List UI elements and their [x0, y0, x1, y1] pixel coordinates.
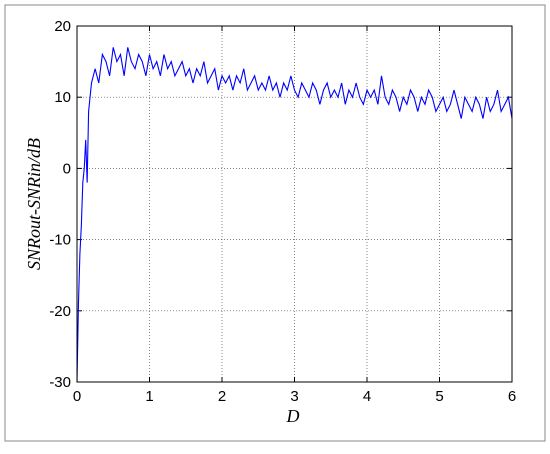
y-tick-label: -20 — [49, 303, 71, 320]
y-tick-label: 0 — [63, 160, 71, 177]
x-tick-label: 4 — [363, 388, 371, 405]
axes-box — [76, 25, 513, 383]
frame — [4, 4, 546, 442]
x-tick-label: 1 — [145, 388, 153, 405]
y-tick-label: 10 — [54, 89, 71, 106]
x-tick-label: 3 — [290, 388, 298, 405]
x-tick-label: 6 — [508, 388, 516, 405]
y-axis-label: SNRout-SNRin/dB — [24, 138, 44, 270]
x-tick-label: 0 — [73, 388, 81, 405]
y-tick-label: -30 — [49, 374, 71, 391]
x-axis-label: D — [286, 406, 300, 426]
x-tick-label: 5 — [435, 388, 443, 405]
y-tick-label: 20 — [54, 18, 71, 35]
x-tick-label: 2 — [218, 388, 226, 405]
y-tick-label: -10 — [49, 232, 71, 249]
data-line — [76, 47, 513, 383]
